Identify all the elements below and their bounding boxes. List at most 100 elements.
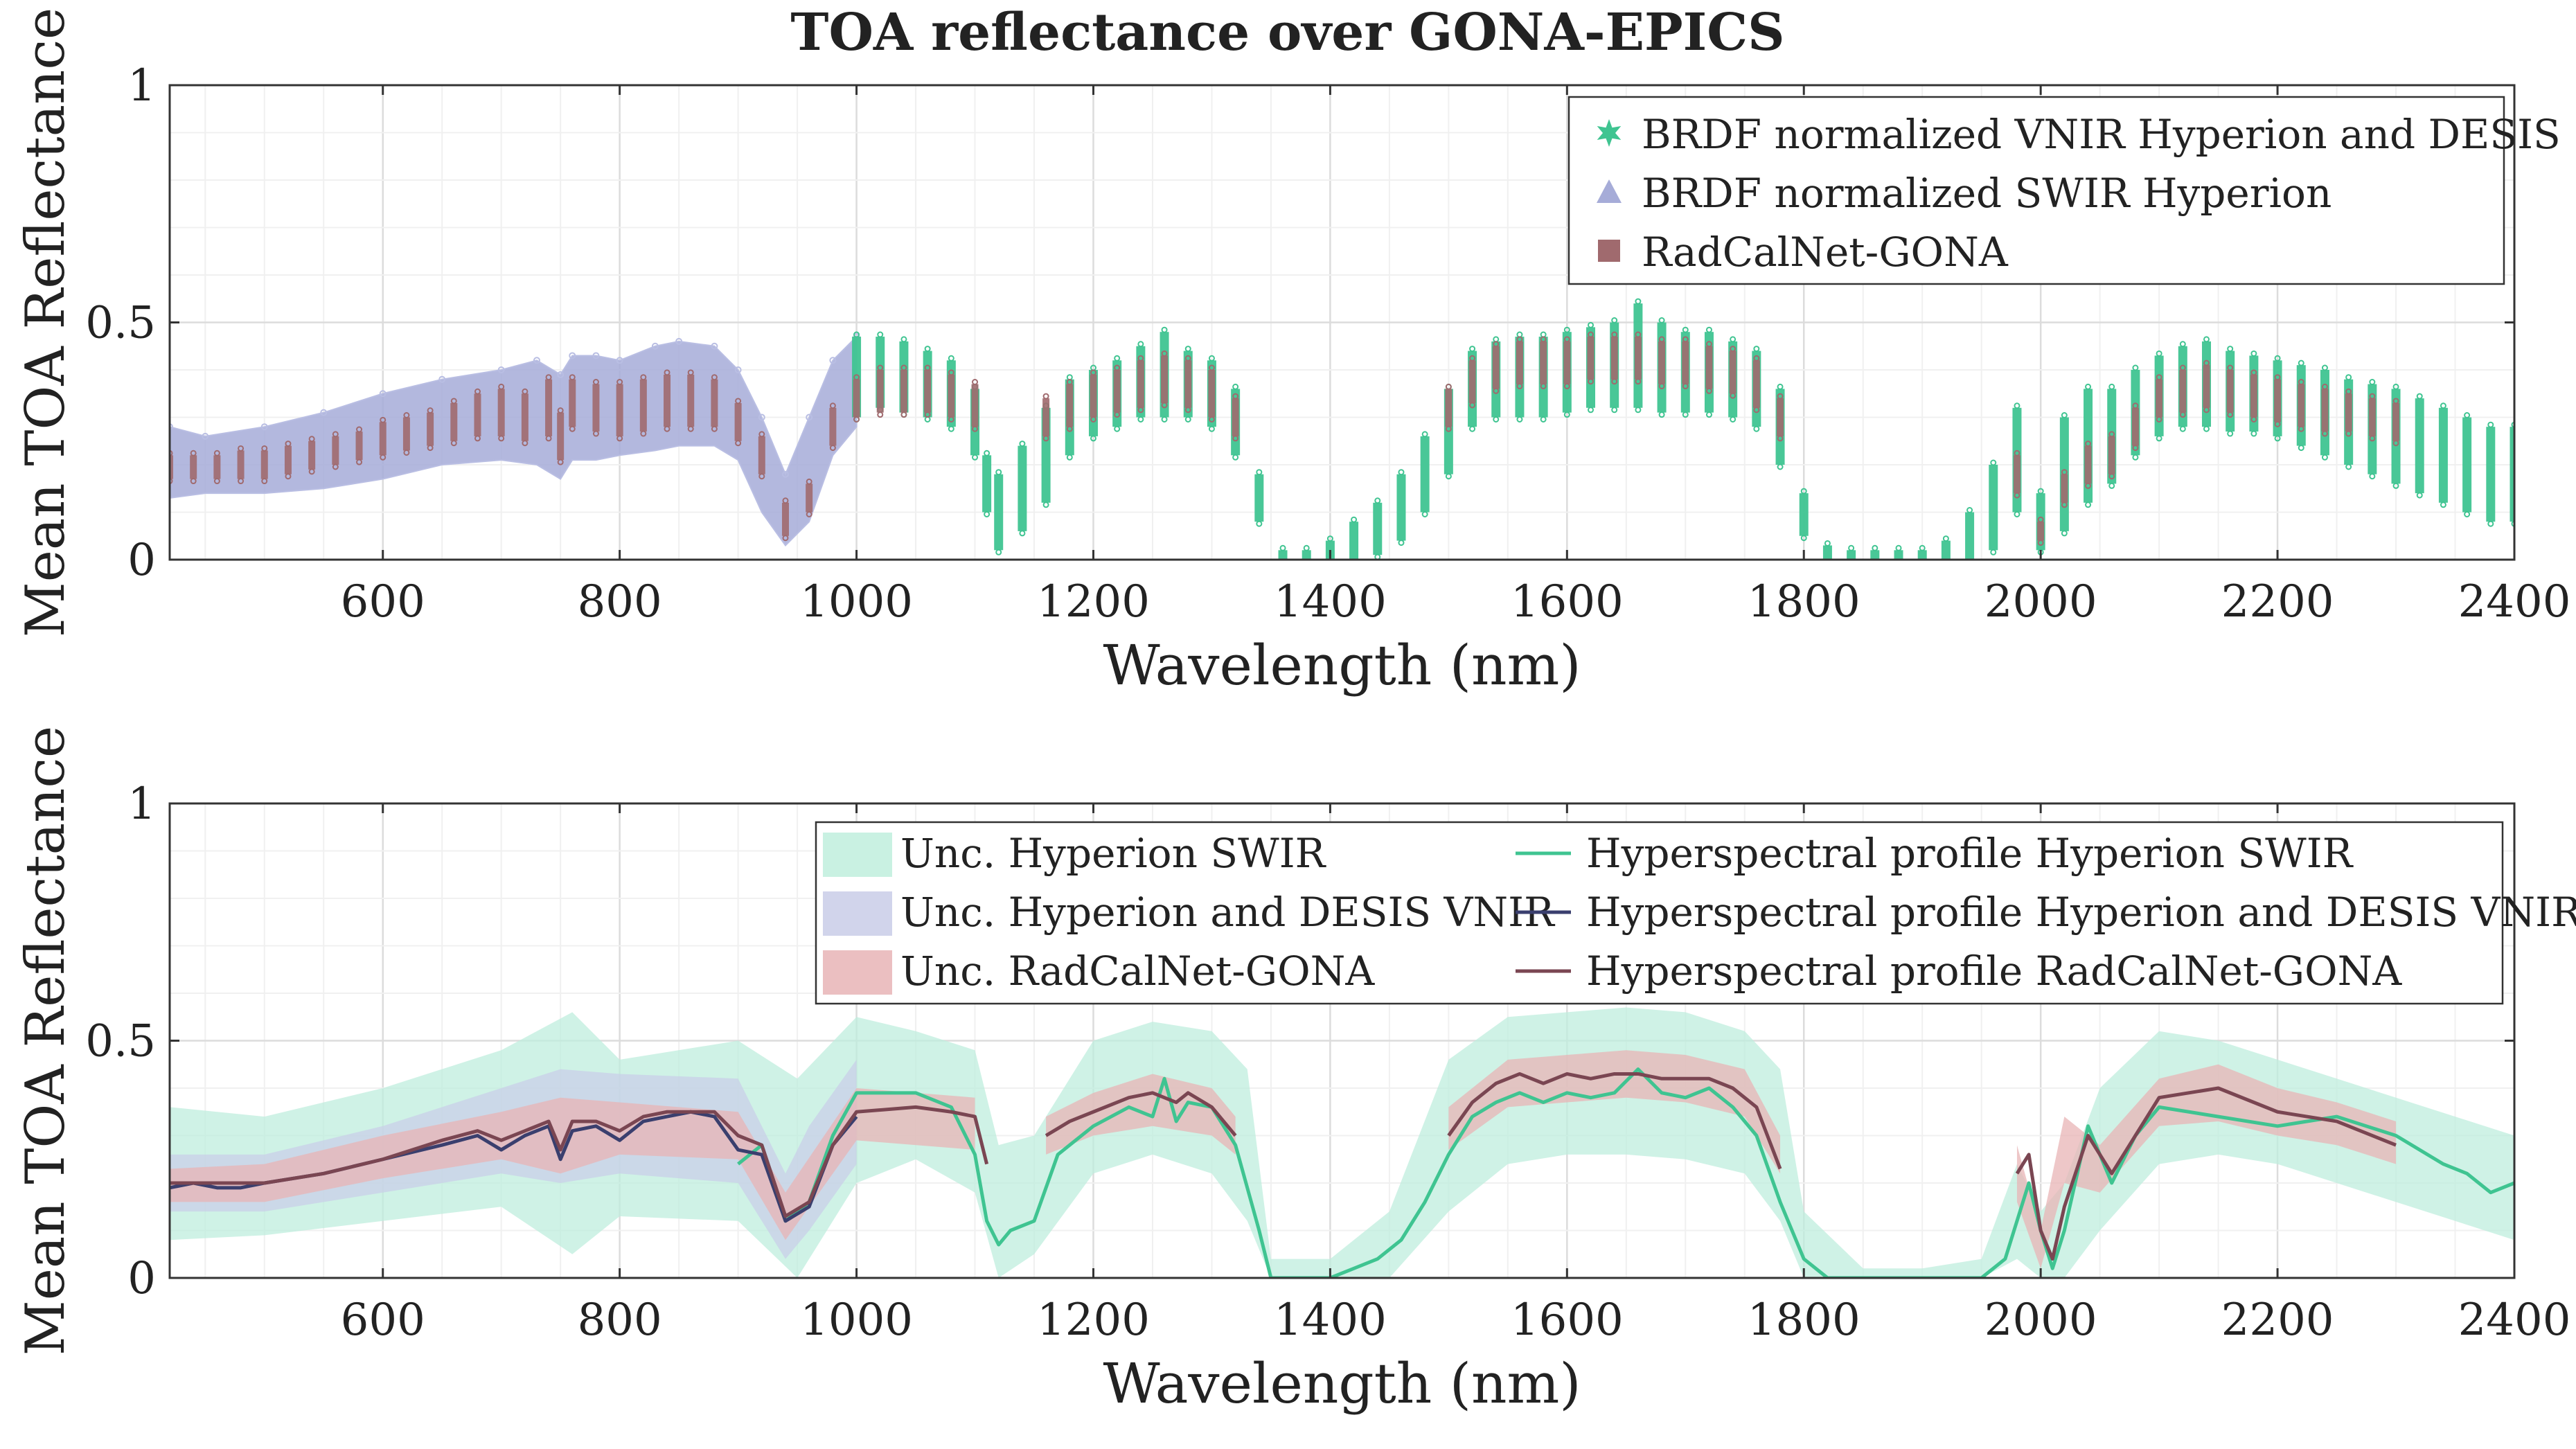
range-bar-cap [1682,383,1689,390]
radcalnet-range-bar [2250,374,2257,418]
range-bar-cap [1066,425,1073,432]
range-bar-cap [1351,516,1358,523]
radcalnet-range-bar [1066,384,1074,427]
range-bar-cap [1493,387,1500,394]
radcalnet-range-bar [355,432,363,461]
legend-item: Hyperspectral profile RadCalNet-GONA [1516,948,2402,995]
radcalnet-range-bar [213,455,221,479]
legend-item: RadCalNet-GONA [1598,229,2009,276]
range-bar-cap [984,450,991,456]
radcalnet-range-bar [1610,337,1618,380]
range-bar-cap [2250,369,2257,376]
range-bar-cap [2156,416,2162,423]
radcalnet-range-bar [806,483,813,513]
radcalnet-range-bar [1777,398,1784,436]
range-bar-cap [1588,378,1595,385]
range-bar-cap [2203,359,2210,366]
range-bar-cap [1256,520,1263,527]
radcalnet-range-bar [664,374,671,427]
vnir-range-bar [2415,398,2424,494]
range-bar-cap [1303,544,1310,551]
vnir-range-bar [1941,540,1951,560]
range-bar-cap [1469,355,1476,362]
swir-point [557,371,565,378]
vnir-range-bar [1396,474,1406,541]
range-bar-cap [557,459,564,465]
x-tick-label: 1400 [1274,576,1387,628]
radcalnet-range-bar [402,417,410,451]
range-bar-cap [664,425,670,432]
range-bar-cap [474,388,481,395]
radcalnet-range-bar [1161,355,1169,403]
range-bar-cap [1658,383,1665,390]
x-axis-label: Wavelength (nm) [1103,633,1581,697]
y-tick-label: 0.5 [85,298,156,349]
range-bar-cap [1137,355,1144,362]
swir-point [781,470,789,478]
x-tick-label: 600 [341,576,425,628]
range-bar-cap [1184,346,1191,353]
range-bar-cap [829,445,836,452]
legend-label: BRDF normalized VNIR Hyperion and DESIS [1642,111,2561,158]
range-bar-cap [1588,321,1595,328]
range-bar-cap [1635,378,1642,385]
range-bar-cap [2061,469,2068,476]
radcalnet-range-bar [1752,360,1760,408]
range-bar-cap [924,411,931,418]
profile-line [2015,1086,2397,1261]
range-bar-cap [2085,482,2092,489]
legend: BRDF normalized VNIR Hyperion and DESIS B… [1567,96,2561,285]
range-bar-cap [2369,435,2376,442]
range-bar-cap [1635,407,1642,414]
swir-point [320,409,328,416]
radcalnet-range-bar [924,370,932,413]
range-bar-cap [213,450,220,456]
range-bar-cap [1777,383,1784,390]
range-bar-cap [213,478,220,485]
range-bar-cap [1777,435,1784,442]
range-bar-cap [1563,411,1570,418]
range-bar-cap [1114,411,1121,418]
swir-point [170,423,173,431]
radcalnet-range-bar [2392,402,2400,441]
radcalnet-range-bar [237,450,245,479]
y-tick-label: 0 [127,535,156,586]
radcalnet-range-bar [569,379,576,427]
range-bar-cap [782,535,789,542]
range-bar-cap [1090,369,1096,376]
range-bar-cap [356,459,363,465]
range-bar-cap [1635,331,1642,338]
x-tick-label: 1800 [1748,1295,1860,1346]
range-bar-cap [1588,331,1595,338]
range-bar-cap [1777,463,1784,470]
range-bar-cap [2298,359,2304,366]
series-radcalnet-gona [170,331,2400,546]
vnir-range-bar [1349,522,1359,560]
range-bar-cap [900,411,907,418]
legend-item: BRDF normalized SWIR Hyperion [1597,170,2331,217]
range-bar-cap [877,364,884,371]
range-bar-cap [592,379,599,386]
range-bar-cap [2250,350,2257,357]
profile-line [1045,1091,1237,1137]
range-bar-cap [2464,412,2471,418]
range-bar-cap [427,407,434,414]
range-bar-cap [1066,454,1073,461]
legend: Unc. Hyperion SWIR Hyperspectral profile … [815,821,2576,1005]
range-bar-cap [1232,454,1239,461]
range-bar-cap [285,473,292,480]
range-bar-cap [238,478,245,485]
range-bar-cap [2416,393,2423,400]
range-bar-cap [2061,530,2068,537]
vnir-range-bar [1894,550,1903,560]
range-bar-cap [2037,516,2044,523]
radcalnet-range-bar [1516,341,1523,384]
range-bar-cap [1705,411,1712,418]
y-ticks: 00.51 [85,779,2514,1304]
range-bar-cap [2392,398,2399,405]
range-bar-cap [403,449,410,456]
range-bar-cap [1114,355,1121,362]
radcalnet-range-bar [2321,389,2329,432]
range-bar-cap [1042,393,1049,400]
range-bar-cap [1445,425,1452,432]
